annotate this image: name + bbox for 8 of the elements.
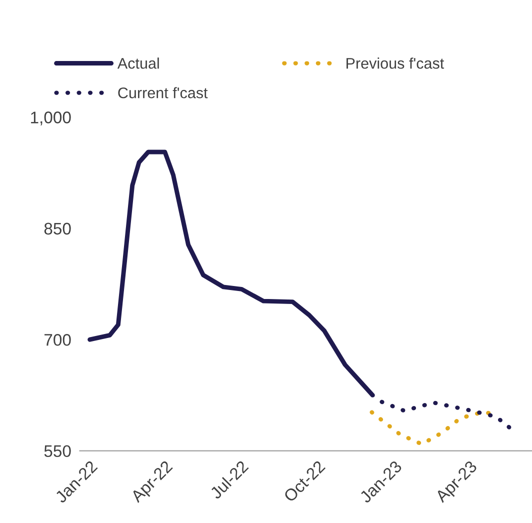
y-tick-label: 850 — [44, 222, 71, 235]
line-series — [88, 150, 375, 398]
y-tick-label: 1,000 — [31, 112, 71, 126]
legend-label: Current f'cast — [118, 87, 208, 98]
legend-label: Actual — [117, 58, 159, 69]
y-tick-label: 700 — [44, 334, 71, 346]
legend-label: Previous f'cast — [346, 58, 444, 69]
y-tick-label: 550 — [44, 445, 71, 458]
